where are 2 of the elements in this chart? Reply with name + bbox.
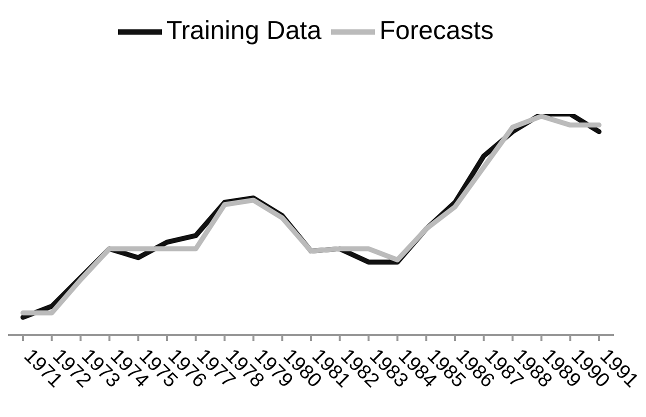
legend-label: Training Data (166, 14, 322, 45)
legend-label: Forecasts (379, 14, 494, 45)
